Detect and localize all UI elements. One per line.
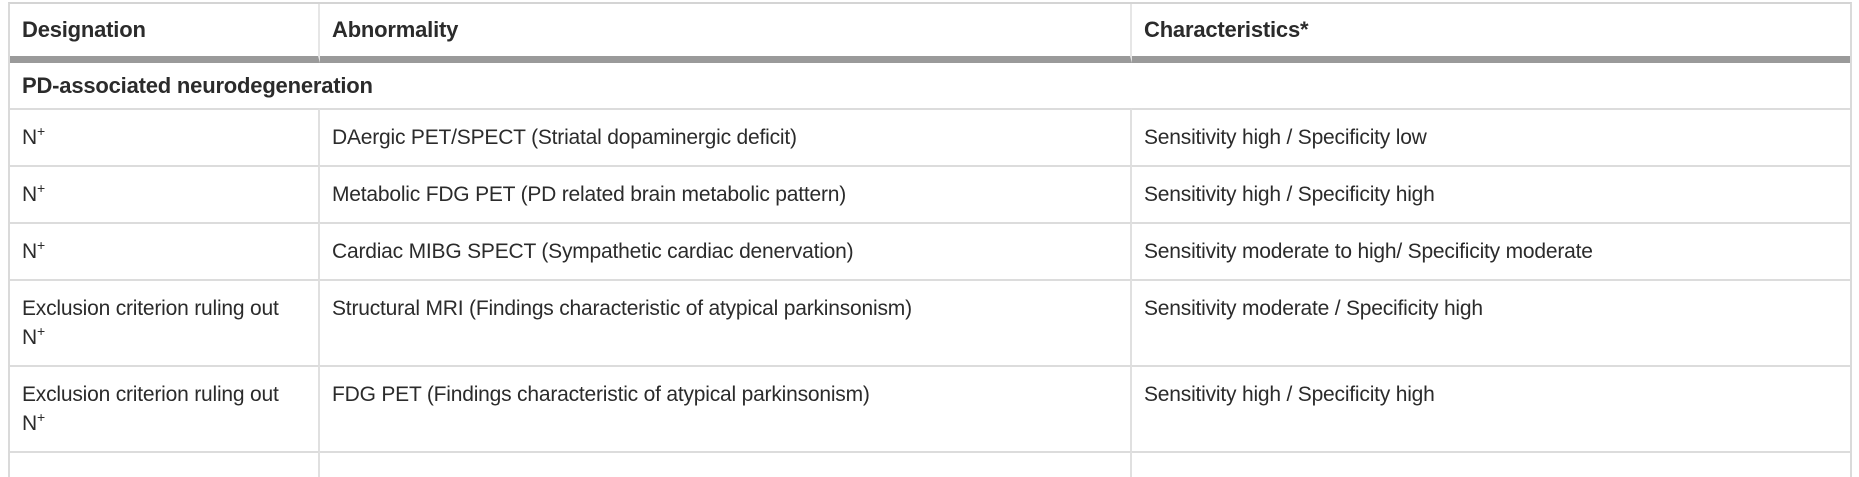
characteristics-cell: Sensitivity high / Specificity high <box>1132 165 1850 222</box>
characteristics-cell: Sensitivity high / Specificity low <box>1132 108 1850 165</box>
superscript-plus: + <box>36 409 45 425</box>
abnormality-cell: FDG PET (Findings characteristic of atyp… <box>320 365 1132 451</box>
designation-text: N <box>22 126 37 149</box>
clipped-next-row <box>10 451 1850 477</box>
abnormality-cell: Structural MRI (Findings characteristic … <box>320 279 1132 365</box>
abnormality-cell: Metabolic FDG PET (PD related brain meta… <box>320 165 1132 222</box>
designation-column-header: Designation <box>10 4 320 63</box>
superscript-plus: + <box>36 123 45 139</box>
characteristics-cell: Sensitivity moderate to high/ Specificit… <box>1132 222 1850 279</box>
table-row: N+ DAergic PET/SPECT (Striatal dopaminer… <box>10 108 1850 165</box>
designation-cell: N+ <box>10 108 320 165</box>
designation-text: Exclusion criterion ruling out N <box>22 383 279 435</box>
superscript-plus: + <box>36 323 45 339</box>
section-row: PD-associated neurodegeneration <box>10 63 1850 108</box>
table-row: N+ Metabolic FDG PET (PD related brain m… <box>10 165 1850 222</box>
designation-text: Exclusion criterion ruling out N <box>22 297 279 349</box>
abnormality-column-header: Abnormality <box>320 4 1132 63</box>
superscript-plus: + <box>36 237 45 253</box>
characteristics-cell: Sensitivity high / Specificity high <box>1132 365 1850 451</box>
designation-cell: N+ <box>10 222 320 279</box>
designation-cell: N+ <box>10 165 320 222</box>
characteristics-column-header: Characteristics* <box>1132 4 1850 63</box>
header-row: Designation Abnormality Characteristics* <box>10 4 1850 63</box>
table-row: Exclusion criterion ruling out N+ Struct… <box>10 279 1850 365</box>
section-header: PD-associated neurodegeneration <box>10 63 1850 108</box>
abnormality-cell: DAergic PET/SPECT (Striatal dopaminergic… <box>320 108 1132 165</box>
characteristics-cell: Sensitivity moderate / Specificity high <box>1132 279 1850 365</box>
abnormality-cell: Cardiac MIBG SPECT (Sympathetic cardiac … <box>320 222 1132 279</box>
table-row: Exclusion criterion ruling out N+ FDG PE… <box>10 365 1850 451</box>
designation-cell: Exclusion criterion ruling out N+ <box>10 279 320 365</box>
designation-text: N <box>22 183 37 206</box>
designation-cell: Exclusion criterion ruling out N+ <box>10 365 320 451</box>
imaging-criteria-table: Designation Abnormality Characteristics*… <box>8 2 1852 477</box>
designation-text: N <box>22 240 37 263</box>
table-row: N+ Cardiac MIBG SPECT (Sympathetic cardi… <box>10 222 1850 279</box>
table-container: Designation Abnormality Characteristics*… <box>8 2 1852 477</box>
superscript-plus: + <box>36 180 45 196</box>
